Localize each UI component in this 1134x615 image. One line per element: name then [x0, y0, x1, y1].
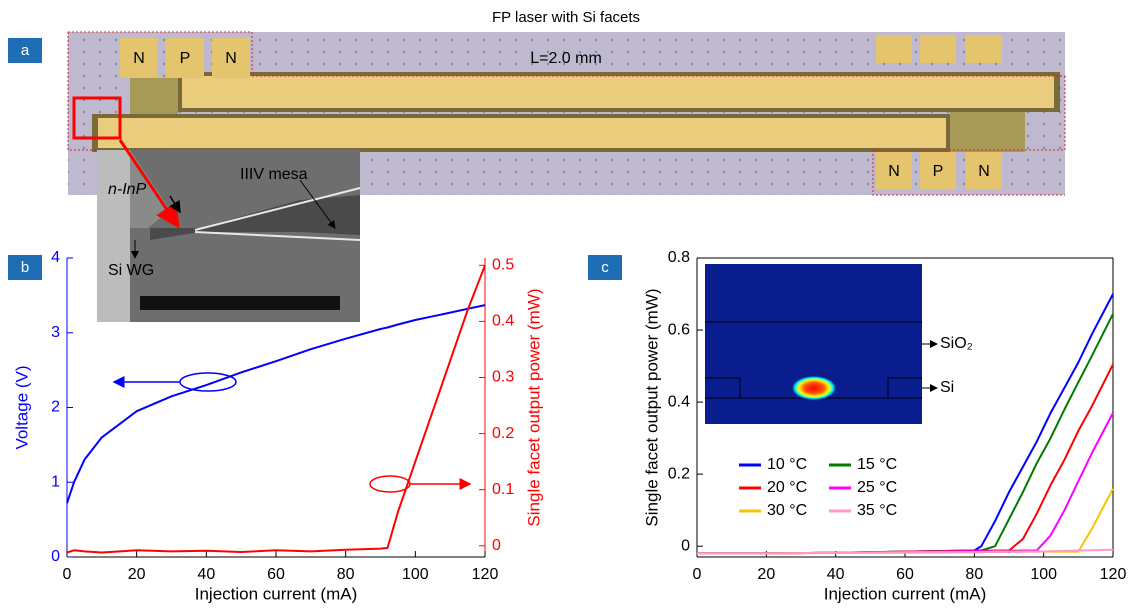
inset-label: IIIV mesa — [240, 166, 308, 183]
x-axis-label: Injection current (mA) — [824, 584, 987, 603]
legend-label: 20 °C — [767, 479, 807, 496]
x-tick-label: 20 — [757, 566, 775, 583]
legend-label: 30 °C — [767, 502, 807, 519]
y2-tick-label: 0.5 — [492, 257, 514, 274]
x-tick-label: 100 — [1030, 566, 1057, 583]
legend-label: 10 °C — [767, 456, 807, 473]
y-tick-label: 0.4 — [668, 393, 690, 410]
y-tick-label: 0 — [51, 548, 60, 565]
y-tick-label: 0 — [681, 537, 690, 554]
x-tick-label: 120 — [1100, 566, 1127, 583]
y-axis-label: Single facet output power (mW) — [642, 288, 661, 526]
y-tick-label: 0.6 — [668, 321, 690, 338]
x-tick-label: 0 — [63, 566, 72, 583]
x-tick-label: 60 — [267, 566, 285, 583]
y2-tick-label: 0.2 — [492, 425, 514, 442]
series-line — [66, 264, 486, 554]
pad-label: N — [133, 50, 145, 67]
inset-label: SiO₂ — [940, 335, 973, 352]
panel-labels: a b c — [8, 38, 622, 280]
panel-label: b — [21, 259, 29, 276]
pad-label: N — [978, 163, 990, 180]
x-tick-label: 80 — [337, 566, 355, 583]
inset-label: n-InP — [108, 181, 147, 198]
y-tick-label: 4 — [51, 249, 60, 266]
x-tick-label: 40 — [827, 566, 845, 583]
y2-tick-label: 0.4 — [492, 313, 514, 330]
y-tick-label: 0.8 — [668, 249, 690, 266]
pad-label: N — [225, 50, 237, 67]
panel-label: a — [21, 42, 30, 59]
series-line — [697, 488, 1114, 555]
y-tick-label: 0.2 — [668, 465, 690, 482]
pad-label: P — [933, 163, 944, 180]
chip-photo: N P N L=2.0 mm N P N — [67, 31, 1066, 196]
y-tick-label: 3 — [51, 324, 60, 341]
sem-inset: n-InP IIIV mesa Si WG — [97, 139, 361, 322]
chart-layer: 0 20 40 60 80 100 1200123400.10.20.30.40.5Inje… — [12, 249, 1126, 603]
x-tick-label: 40 — [197, 566, 215, 583]
pad-label: N — [888, 163, 900, 180]
y2-tick-label: 0.1 — [492, 481, 514, 498]
legend-label: 35 °C — [857, 502, 897, 519]
panel-label: c — [601, 259, 609, 276]
x-tick-label: 60 — [896, 566, 914, 583]
y-tick-label: 2 — [51, 399, 60, 416]
annotations — [112, 372, 472, 493]
y2-tick-label: 0.3 — [492, 369, 514, 386]
x-tick-label: 100 — [402, 566, 429, 583]
mode-inset: SiO₂ Si — [705, 264, 973, 424]
figure-title: FP laser with Si facets — [492, 9, 640, 26]
legend-label: 25 °C — [857, 479, 897, 496]
legend-label: 15 °C — [857, 456, 897, 473]
y-axis-label: Voltage (V) — [12, 365, 31, 449]
y-tick-label: 1 — [51, 473, 60, 490]
series-line — [66, 304, 486, 504]
inset-label: Si — [940, 379, 954, 396]
inset-label: Si WG — [108, 262, 154, 279]
x-axis-label: Injection current (mA) — [195, 584, 358, 603]
pad-label: P — [180, 50, 191, 67]
x-tick-label: 0 — [693, 566, 702, 583]
y2-tick-label: 0 — [492, 537, 501, 554]
length-label: L=2.0 mm — [530, 50, 602, 67]
x-tick-label: 120 — [472, 566, 499, 583]
y2-axis-label: Single facet output power (mW) — [524, 288, 543, 526]
x-tick-label: 80 — [965, 566, 983, 583]
series-line — [697, 548, 1114, 555]
x-tick-label: 20 — [128, 566, 146, 583]
